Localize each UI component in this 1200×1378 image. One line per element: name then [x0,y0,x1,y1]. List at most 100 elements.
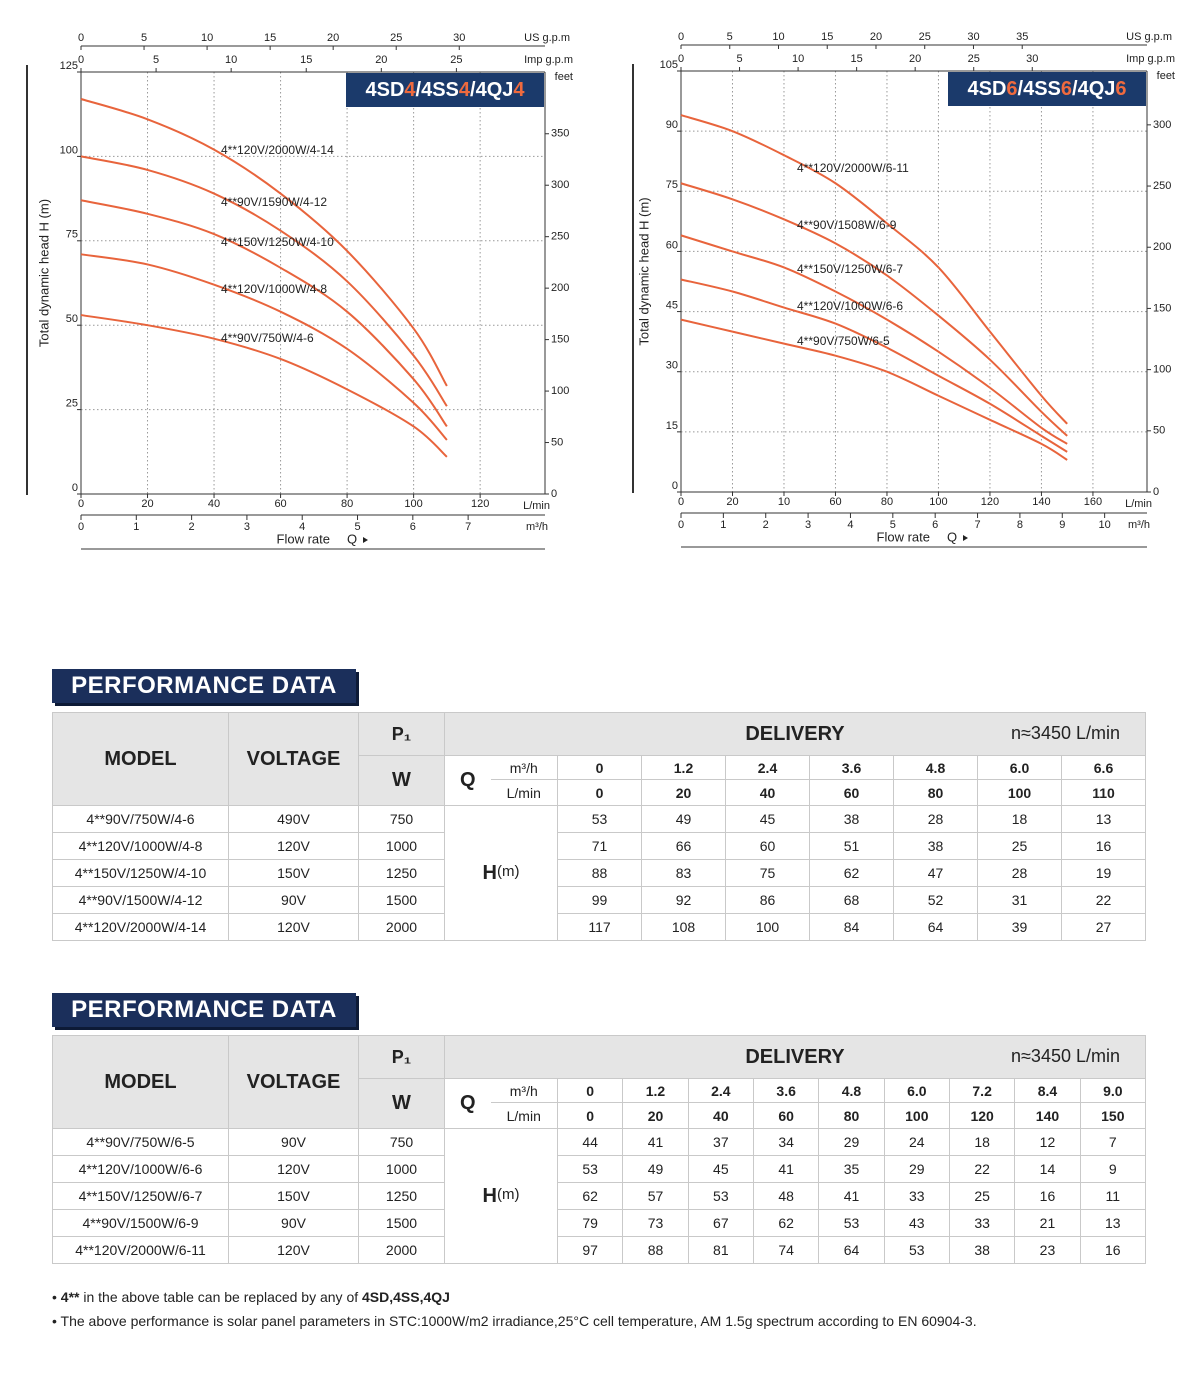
head-value: 16 [1079,1236,1147,1264]
y-axis-label: Total dynamic head H (m) [36,199,51,347]
q-row: L/min 0 20 40 60 80 100 110 [53,779,1146,806]
badge-text: 4SD6/4SS6/4QJ6 [968,78,1127,100]
y2-axis-label: feet [555,71,573,83]
head-value: 16 [1061,832,1146,860]
model: 4**120V/2000W/6-11 [52,1236,229,1264]
q-value: 2.4 [687,1078,754,1103]
x-axis-label: Flow rate [277,531,330,546]
x-axis-label: Flow rate [877,529,930,544]
q-unit: L/min [490,779,558,806]
badge-text: 4SD4/4SS4/4QJ4 [366,79,526,101]
voltage: 150V [228,1182,359,1210]
head-value: 35 [818,1155,885,1183]
q-value: 6.0 [977,755,1062,780]
voltage: 90V [228,886,359,914]
y-tick-label: 125 [60,60,78,72]
x-tick-label: 9 [1059,519,1065,531]
head-value: 41 [818,1182,885,1210]
y-tick-label: 15 [666,420,678,432]
head-value: 28 [977,859,1062,887]
x-axis-unit: L/min [523,500,550,512]
head-value: 75 [725,859,810,887]
delivery-cell: DELIVERY n≈3450 L/min [444,1035,1146,1079]
head-value: 29 [883,1155,950,1183]
head-value: 53 [687,1182,754,1210]
curve-label: 4**90V/750W/6-5 [797,334,890,348]
x-axis-unit: US g.p.m [1126,31,1172,43]
y-tick-label: 90 [666,119,678,131]
y-tick-label: 100 [60,144,78,156]
head-value: 64 [818,1236,885,1264]
head-value: 7 [1079,1128,1147,1156]
head-value: 28 [893,805,978,833]
head-value: 53 [557,805,642,833]
x-tick-label: 3 [805,519,811,531]
power: 750 [358,1128,445,1156]
power-unit: W [358,1078,445,1129]
x-tick-label: 0 [678,519,684,531]
q-value: 7.2 [948,1078,1016,1103]
power: 1250 [358,1182,445,1210]
x-tick-label: 25 [968,53,980,65]
head-value: 27 [1061,913,1146,941]
curve-label: 4**90V/1590W/4-12 [221,195,327,209]
curve [680,114,1068,425]
head-value: 53 [556,1155,624,1183]
voltage-header: VOLTAGE [228,1035,359,1129]
y2-tick-label: 250 [1153,180,1171,192]
x-tick-label: 120 [981,496,999,508]
power-header: P₁ [358,1035,445,1079]
speed: n≈3450 L/min [1011,1046,1120,1066]
header-row: MODEL VOLTAGE P₁ DELIVERY n≈3450 L/min [52,712,1146,806]
head-value: 38 [893,832,978,860]
curve [680,318,1068,461]
badge-part: 6 [1061,78,1072,100]
model: 4**120V/1000W/4-8 [52,832,229,860]
x-tick-label: 15 [264,32,276,44]
head-value: 57 [622,1182,689,1210]
model: 4**90V/1500W/6-9 [52,1209,229,1237]
head-value: 24 [883,1128,950,1156]
q-unit: L/min [490,1102,558,1129]
head-value: 100 [725,913,810,941]
y-tick-label: 105 [660,59,678,71]
x-tick-label: 5 [153,54,159,66]
q-value: 4.8 [818,1078,885,1103]
curve [80,314,448,458]
x-tick-label: 160 [1084,496,1102,508]
y2-tick-label: 100 [551,385,569,397]
y-axis-label: Total dynamic head H (m) [636,197,651,345]
model: 4**150V/1250W/6-7 [52,1182,229,1210]
q-value: 20 [622,1102,689,1129]
arrow [963,535,968,541]
head-value: 43 [883,1209,950,1237]
badge-part: 4SD [366,79,405,101]
x-axis-unit: m³/h [1128,519,1150,531]
y2-tick-label: 350 [551,128,569,140]
x-axis-unit: m³/h [526,521,548,533]
head-value: 38 [948,1236,1016,1264]
speed: n≈3450 L/min [1011,723,1120,743]
power: 1500 [358,1209,445,1237]
head-value: 83 [641,859,726,887]
head-value: 92 [641,886,726,914]
q-row: L/min 0 20 40 60 80 100 120 140 150 [53,1102,1147,1129]
model: 4**90V/1500W/4-12 [52,886,229,914]
voltage: 150V [228,859,359,887]
x-tick-label: 4 [299,521,305,533]
badge-part: 6 [1115,78,1126,100]
head-value: 9 [1079,1155,1147,1183]
q-value: 8.4 [1014,1078,1081,1103]
note-part: 4SD,4SS,4QJ [362,1289,450,1305]
power: 1000 [358,832,445,860]
head-value: 97 [556,1236,624,1264]
x-tick-label: 20 [141,498,153,510]
q-value: 60 [809,779,894,806]
head-value: 13 [1061,805,1146,833]
head-value: 14 [1014,1155,1081,1183]
x-tick-label: 7 [974,519,980,531]
note: • 4** in the above table can be replaced… [52,1289,450,1305]
note-part: in the above table can be replaced by an… [79,1289,363,1305]
x-tick-label: 8 [1017,519,1023,531]
